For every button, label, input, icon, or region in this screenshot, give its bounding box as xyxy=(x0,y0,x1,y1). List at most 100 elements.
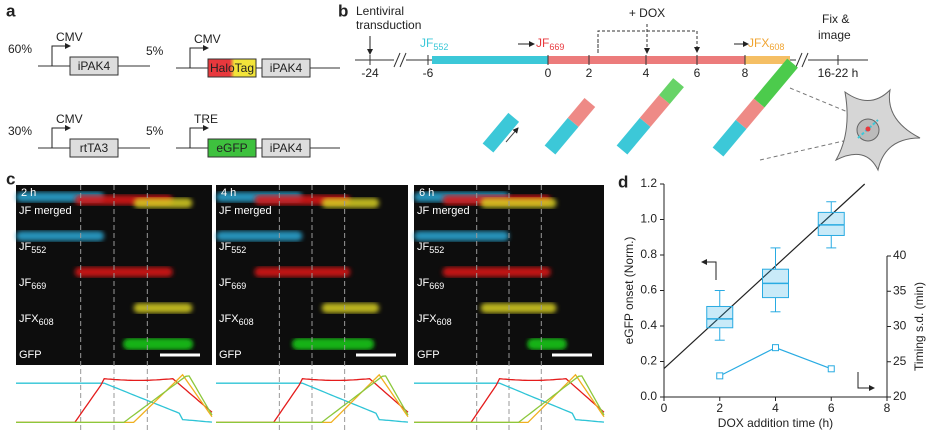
y2-tick-label: 30 xyxy=(893,319,907,333)
streak xyxy=(133,198,193,208)
label-subscript: 552 xyxy=(231,245,246,255)
fraction: 5% xyxy=(146,44,164,58)
streak xyxy=(16,231,105,241)
dye-bar xyxy=(745,56,790,64)
label: JF merged xyxy=(19,205,72,217)
streak xyxy=(292,339,374,349)
label-subscript: 669 xyxy=(231,281,246,291)
label-subscript: 608 xyxy=(39,317,54,327)
panel-label: c xyxy=(6,169,15,188)
streak xyxy=(216,231,303,241)
gene-box xyxy=(207,58,257,78)
label-subscript: 669 xyxy=(429,281,444,291)
promoter-arrow xyxy=(51,125,71,148)
label: JF merged xyxy=(417,205,470,217)
label-subscript: 669 xyxy=(549,42,564,52)
y-tick-label: 0.8 xyxy=(640,247,657,261)
x-tick-label: 8 xyxy=(884,401,891,415)
y2-tick-label: 20 xyxy=(893,389,907,403)
label-text: JF xyxy=(536,36,549,50)
break xyxy=(393,52,407,68)
promoter: TRE xyxy=(194,112,218,126)
tubes xyxy=(482,58,921,172)
promoter-arrow xyxy=(189,125,209,148)
y-tick-label: 0.2 xyxy=(640,354,657,368)
label: JFX608 xyxy=(219,313,254,327)
label-text: JF xyxy=(219,277,232,289)
label-subscript: 608 xyxy=(769,42,784,52)
label-text: JF xyxy=(417,241,430,253)
streak xyxy=(254,267,351,277)
label-text: JF xyxy=(420,36,433,50)
label: JF552 xyxy=(19,241,46,255)
fraction: 60% xyxy=(8,42,32,56)
fix-label: Fix & xyxy=(822,12,849,26)
gene-box xyxy=(207,138,257,158)
gene-box xyxy=(69,138,119,158)
promoter-arrow xyxy=(51,43,71,66)
trace xyxy=(216,375,409,424)
panel-label: a xyxy=(6,1,16,20)
label-subscript: 608 xyxy=(239,317,254,327)
label-text: JF xyxy=(19,241,32,253)
fit-line xyxy=(663,183,866,370)
break xyxy=(394,52,406,68)
label-subscript: 669 xyxy=(31,281,46,291)
streak xyxy=(480,303,557,313)
label-subscript: 608 xyxy=(437,317,452,327)
label: JF669 xyxy=(19,277,46,291)
gene-label: iPAK4 xyxy=(270,141,303,155)
y2-tick-label: 25 xyxy=(893,354,907,368)
label-text: GFP xyxy=(19,349,42,361)
y-tick-label: 0.4 xyxy=(640,318,657,332)
time-label: -24 xyxy=(361,66,379,80)
label-text: JFX xyxy=(748,36,769,50)
gene-label: HaloTag xyxy=(210,61,254,75)
label-text: JFX xyxy=(219,313,239,325)
axis-arrow xyxy=(701,259,717,280)
y-axis-title: eGFP onset (Norm.) xyxy=(622,237,636,345)
label-subscript: 552 xyxy=(433,42,448,52)
gene-box xyxy=(261,138,311,158)
gene-label: eGFP xyxy=(216,141,247,155)
label-text: JFX xyxy=(417,313,437,325)
label-subscript: 552 xyxy=(429,245,444,255)
label-text: JFX xyxy=(19,313,39,325)
x-tick-label: 2 xyxy=(716,401,723,415)
fix-label: image xyxy=(818,28,851,42)
dye-bar xyxy=(432,56,548,64)
label-text: JF merged xyxy=(19,205,72,217)
label-text: JF merged xyxy=(417,205,470,217)
gene-label: rtTA3 xyxy=(80,141,109,155)
streak xyxy=(528,339,566,349)
sd-marker xyxy=(716,372,724,380)
box xyxy=(706,305,734,329)
streak xyxy=(321,303,380,313)
time-label: 4 xyxy=(643,66,650,80)
panel-label: d xyxy=(618,172,628,191)
promoter: CMV xyxy=(56,112,83,126)
sd-marker xyxy=(772,344,779,352)
label: JF669 xyxy=(417,277,444,291)
x-tick-label: 4 xyxy=(772,401,779,415)
break xyxy=(796,52,808,68)
label: JFX608 xyxy=(748,36,784,52)
streak xyxy=(442,267,551,277)
time-label: 6 xyxy=(694,66,701,80)
label: GFP xyxy=(417,349,440,361)
promoter: CMV xyxy=(194,32,221,46)
streak xyxy=(74,267,173,277)
break xyxy=(795,52,809,68)
panel-label: b xyxy=(338,1,348,20)
label: JFX608 xyxy=(19,313,54,327)
trace xyxy=(16,382,213,423)
label-text: JF merged xyxy=(219,205,272,217)
dox-label: + DOX xyxy=(629,6,665,20)
streak xyxy=(480,198,557,208)
y-tick-label: 1.0 xyxy=(640,212,657,226)
y2-tick-label: 35 xyxy=(893,283,907,297)
bracket xyxy=(597,24,647,53)
label: GFP xyxy=(219,349,242,361)
transduction-label: Lentiviral xyxy=(356,4,404,18)
